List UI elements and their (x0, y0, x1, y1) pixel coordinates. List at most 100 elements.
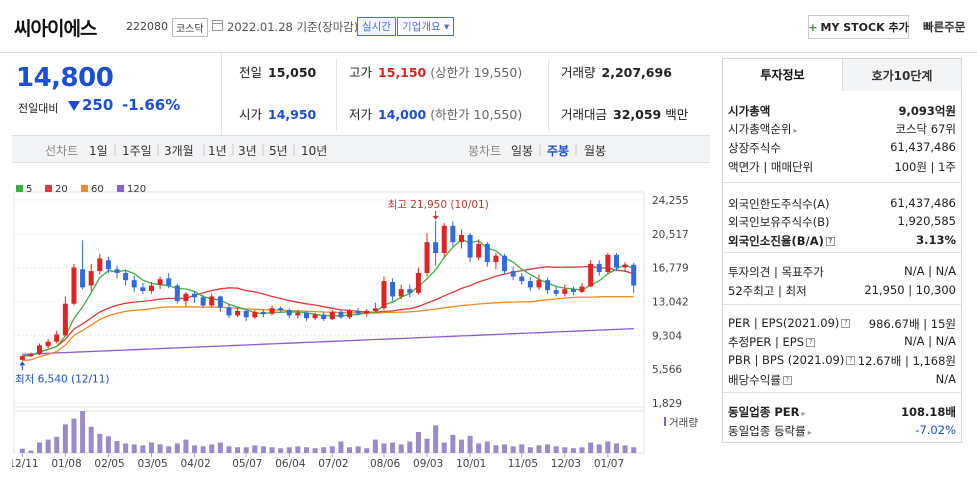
info-value: 986.67배 | 15원 (868, 317, 956, 331)
candle-body (622, 264, 628, 268)
volume-bar (338, 441, 344, 453)
tab-investment-info[interactable]: 투자정보 (723, 59, 842, 91)
candle-body (407, 289, 413, 293)
volume-bar (303, 447, 309, 453)
tab-daily[interactable]: 일봉 (511, 144, 534, 158)
volume-bar (390, 442, 396, 453)
chevron-right-icon[interactable]: ▸ (793, 126, 798, 135)
candle-body (217, 296, 223, 308)
volume-bar (217, 442, 223, 453)
volume-bar (174, 443, 180, 453)
x-tick-label: 08/06 (370, 458, 401, 470)
tab-10year[interactable]: 10년 (301, 144, 328, 158)
volume-bar (19, 448, 25, 453)
candle-body (605, 254, 611, 273)
volume-bar (80, 411, 86, 453)
info-label: 시가총액순위 ▸ (728, 122, 798, 136)
quote-divider (548, 59, 549, 131)
company-overview-label: 기업개요 (402, 21, 441, 33)
volume-bar (458, 439, 464, 453)
info-row-foreign-holding: 외국인보유주식수(B) 1,920,585 (728, 214, 956, 230)
candle-body (570, 289, 576, 292)
quick-order-link[interactable]: 빠른주문 (923, 20, 966, 34)
company-overview-button[interactable]: 기업개요 ▾ (397, 17, 455, 36)
legend-swatch (117, 185, 124, 192)
candle-body (295, 312, 301, 316)
x-tick-label: 06/04 (275, 458, 306, 470)
chevron-right-icon[interactable]: ▸ (801, 409, 806, 418)
candle-body (269, 308, 275, 314)
volume-bar (613, 443, 619, 453)
help-icon[interactable]: ? (825, 237, 835, 246)
info-label: 동일업종 등락률 ▸ (728, 424, 812, 438)
price-chart-svg: 24,255 20,517 16,779 13,042 9,304 5,566 1,829 5… (12, 184, 698, 470)
info-label: 상장주식수 (728, 141, 781, 155)
help-icon[interactable]: ? (782, 376, 792, 385)
line-chart-group-label: 선차트 (45, 144, 79, 158)
legend-swatch (16, 185, 23, 192)
high-limit: (상한가 19,550) (430, 65, 523, 80)
volume-bar (527, 447, 533, 453)
info-label: 외국인보유주식수(B) (728, 215, 830, 229)
price-chart[interactable]: 24,255 20,517 16,779 13,042 9,304 5,566 1,829 5… (12, 175, 710, 475)
tab-order-book[interactable]: 호가10단계 (842, 59, 961, 91)
info-tabs: 투자정보 호가10단계 (723, 59, 961, 91)
volume-bar (62, 424, 68, 453)
help-icon[interactable]: ? (806, 338, 816, 347)
candle-body (260, 311, 266, 314)
candle-body (347, 310, 353, 318)
realtime-button[interactable]: 실시간 (357, 17, 396, 36)
tab-divider: | (292, 142, 297, 156)
info-row-investment-opinion: 투자의견 | 목표주가 N/A | N/A (728, 264, 956, 280)
candle-body (131, 280, 137, 288)
volume-bar (562, 447, 568, 453)
candle-body (321, 314, 327, 320)
info-row-industry-change: 동일업종 등락률 ▸ -7.02% (728, 423, 956, 439)
chevron-right-icon[interactable]: ▸ (807, 428, 812, 437)
header-divider (0, 52, 977, 53)
volume-bar (105, 436, 111, 453)
tab-1year[interactable]: 1년 (208, 144, 227, 158)
tab-monthly[interactable]: 월봉 (584, 144, 607, 158)
tab-divider: | (202, 142, 207, 156)
candle-body (588, 263, 594, 287)
volume-bar (235, 447, 241, 453)
volume-bar (114, 441, 120, 453)
volume-bar (295, 446, 301, 453)
candle-body (364, 310, 370, 314)
tab-1day[interactable]: 1일 (89, 144, 108, 158)
tab-divider: | (156, 142, 161, 156)
volume-bar (157, 444, 163, 453)
info-divider (723, 392, 961, 393)
y-tick-label: 1,829 (652, 398, 682, 410)
tab-divider: | (538, 142, 543, 156)
help-icon[interactable]: ? (846, 356, 856, 365)
volume-bar (192, 445, 198, 453)
current-price: 14,800 (16, 63, 114, 93)
candle-body (303, 312, 309, 319)
candle-body (97, 258, 103, 272)
x-tick-label: 11/05 (508, 458, 538, 470)
volume-bar (510, 446, 516, 453)
volume-bar (123, 443, 129, 453)
high-annotation-arrowhead (432, 215, 439, 220)
candle-body (372, 308, 378, 311)
tab-weekly[interactable]: 주봉 (547, 144, 570, 158)
candle-body (183, 293, 189, 301)
investment-info-panel: 투자정보 호가10단계 시가총액 9,093억원 시가총액순위 ▸ 코스닥 67위 상장주… (722, 58, 962, 443)
tab-5year[interactable]: 5년 (269, 144, 288, 158)
info-row-foreign-ratio: 외국인소진율(B/A)? 3.13% (728, 233, 956, 249)
volume-bar (381, 443, 387, 453)
info-row-par-value: 액면가 | 매매단위 100원 | 1주 (728, 159, 956, 175)
my-stock-add-button[interactable]: + MY STOCK 추가 (808, 15, 909, 39)
volume-legend-swatch (664, 417, 666, 426)
chart-period-tabs: 선차트 1일 | 1주일 | 3개월 | 1년 | 3년 | 5년 | 10년 … (12, 135, 710, 163)
volume-bar (570, 448, 576, 453)
help-icon[interactable]: ? (841, 319, 851, 328)
moving-average-line (22, 328, 634, 356)
tab-1week[interactable]: 1주일 (122, 144, 152, 158)
tab-3month[interactable]: 3개월 (164, 144, 194, 158)
company-name: 씨아이에스 (14, 18, 97, 40)
volume-bar (476, 443, 482, 453)
tab-3year[interactable]: 3년 (238, 144, 257, 158)
